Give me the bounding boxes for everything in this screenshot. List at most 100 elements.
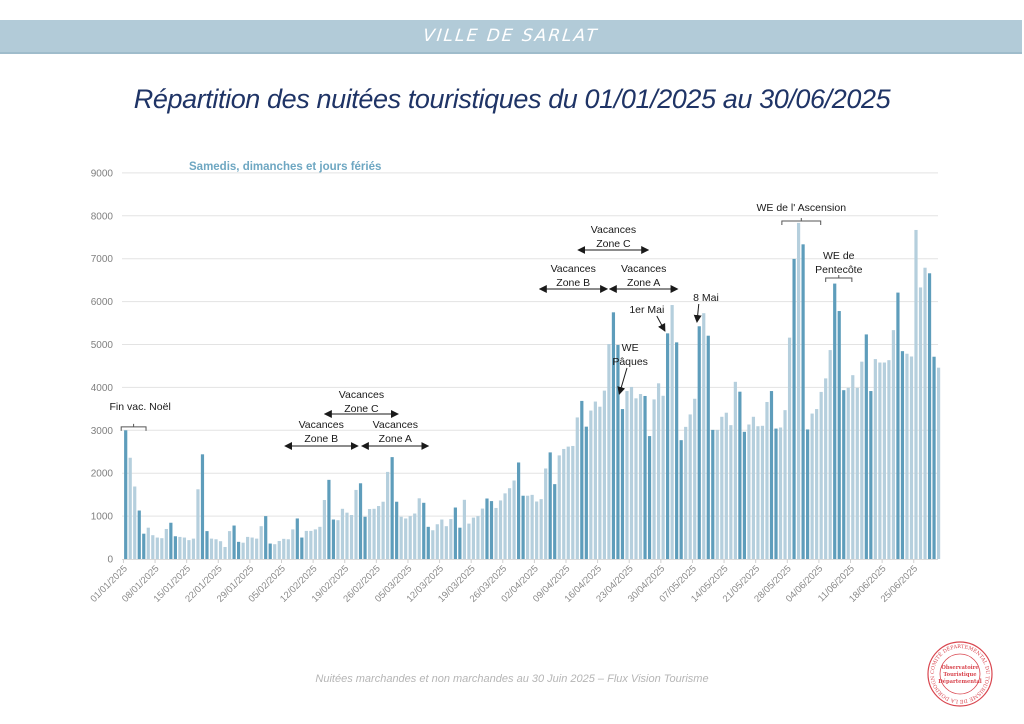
bar-highlight bbox=[584, 426, 588, 559]
annotation-label: WE de l' Ascension bbox=[757, 202, 847, 214]
bar bbox=[607, 344, 611, 559]
y-tick-label: 4000 bbox=[91, 383, 114, 394]
bar bbox=[747, 424, 751, 559]
bar bbox=[291, 529, 295, 559]
bar-highlight bbox=[426, 526, 430, 559]
bar bbox=[309, 530, 313, 559]
bar-highlight bbox=[742, 431, 746, 559]
bar-highlight bbox=[232, 525, 236, 559]
bar bbox=[562, 448, 566, 559]
y-tick-label: 7000 bbox=[91, 254, 114, 265]
bar bbox=[218, 541, 223, 559]
bar-highlight bbox=[675, 342, 679, 559]
pointer-arrow bbox=[693, 303, 702, 324]
annotation-label: Zone C bbox=[596, 238, 631, 250]
bar bbox=[155, 537, 159, 559]
bar bbox=[440, 519, 444, 559]
bar bbox=[539, 499, 543, 559]
annotation-label: Zone B bbox=[304, 433, 338, 445]
bar bbox=[566, 446, 570, 559]
pointer-arrow bbox=[656, 315, 666, 332]
bar bbox=[846, 387, 850, 559]
bar-highlight bbox=[458, 527, 462, 559]
bar bbox=[887, 360, 891, 559]
bar bbox=[851, 375, 855, 559]
bar bbox=[684, 426, 688, 559]
bar bbox=[571, 445, 575, 559]
annotation-label: Vacances bbox=[591, 224, 636, 236]
stamp-outer-ring bbox=[927, 641, 993, 707]
annotation-label: Vacances bbox=[339, 389, 384, 401]
bar bbox=[471, 517, 476, 559]
bar-highlight bbox=[268, 543, 272, 559]
bar bbox=[282, 538, 286, 559]
bar bbox=[164, 528, 168, 559]
bar bbox=[923, 267, 927, 559]
bar bbox=[507, 488, 512, 559]
bar bbox=[372, 508, 376, 559]
bar-highlight bbox=[142, 533, 146, 559]
bar bbox=[733, 381, 737, 559]
bar-highlight bbox=[300, 537, 304, 559]
annotation-label: Vacances bbox=[551, 263, 596, 275]
bar-highlight bbox=[774, 428, 778, 559]
y-tick-label: 8000 bbox=[91, 211, 114, 222]
annotation-label: 8 Mai bbox=[693, 292, 719, 304]
bar bbox=[905, 353, 909, 559]
bar bbox=[530, 494, 534, 559]
annotation-label: WE de bbox=[823, 250, 855, 262]
bar bbox=[345, 512, 349, 559]
bar bbox=[828, 350, 832, 559]
observatoire-stamp-logo: COMITÉ DÉPARTEMENTAL DU TOURISME DE LA D… bbox=[926, 640, 993, 707]
bar-highlight bbox=[548, 452, 552, 559]
y-tick-label: 3000 bbox=[91, 426, 114, 437]
y-tick-label: 5000 bbox=[91, 340, 114, 351]
bar bbox=[656, 383, 661, 559]
bar bbox=[227, 531, 232, 559]
bar bbox=[259, 526, 263, 559]
bar bbox=[860, 361, 864, 559]
annotation-label: Zone A bbox=[627, 277, 660, 289]
bar bbox=[602, 390, 606, 559]
bar-highlight bbox=[620, 409, 625, 559]
bar bbox=[688, 414, 692, 559]
bar-highlight bbox=[697, 326, 701, 559]
bar-highlight bbox=[611, 312, 616, 559]
annotation-label: WE bbox=[622, 342, 639, 354]
bar bbox=[593, 401, 597, 559]
bar bbox=[246, 536, 250, 559]
bar bbox=[625, 391, 629, 559]
bar-highlight bbox=[363, 516, 367, 559]
source-footnote: Nuitées marchandes et non marchandes au … bbox=[315, 673, 709, 685]
annotation-winter-zone-c: Vacances Zone C bbox=[323, 389, 400, 418]
bar bbox=[873, 359, 877, 559]
bar-highlight bbox=[616, 344, 620, 559]
bar bbox=[787, 337, 792, 559]
bar bbox=[796, 222, 801, 560]
bar bbox=[494, 507, 498, 559]
bar bbox=[133, 486, 137, 559]
bar bbox=[191, 538, 196, 559]
bar bbox=[882, 362, 886, 559]
bar bbox=[729, 425, 733, 559]
bar bbox=[435, 524, 439, 559]
bar bbox=[815, 409, 819, 559]
y-tick-label: 2000 bbox=[91, 469, 114, 480]
bar-highlight bbox=[422, 502, 426, 559]
bar-highlight bbox=[801, 244, 805, 560]
bar-highlight bbox=[679, 440, 683, 559]
bar-highlight bbox=[927, 273, 932, 559]
bar bbox=[241, 542, 245, 559]
bar bbox=[765, 401, 769, 559]
bar bbox=[724, 412, 728, 559]
annotation-winter-zone-a: Vacances Zone A bbox=[360, 419, 430, 451]
bar bbox=[146, 527, 150, 559]
bar-highlight bbox=[205, 531, 209, 559]
bar bbox=[304, 530, 308, 559]
annotation-we-paques: WE Pâques bbox=[612, 342, 648, 395]
bar bbox=[760, 425, 765, 559]
bar bbox=[336, 520, 340, 559]
bar bbox=[824, 378, 828, 559]
